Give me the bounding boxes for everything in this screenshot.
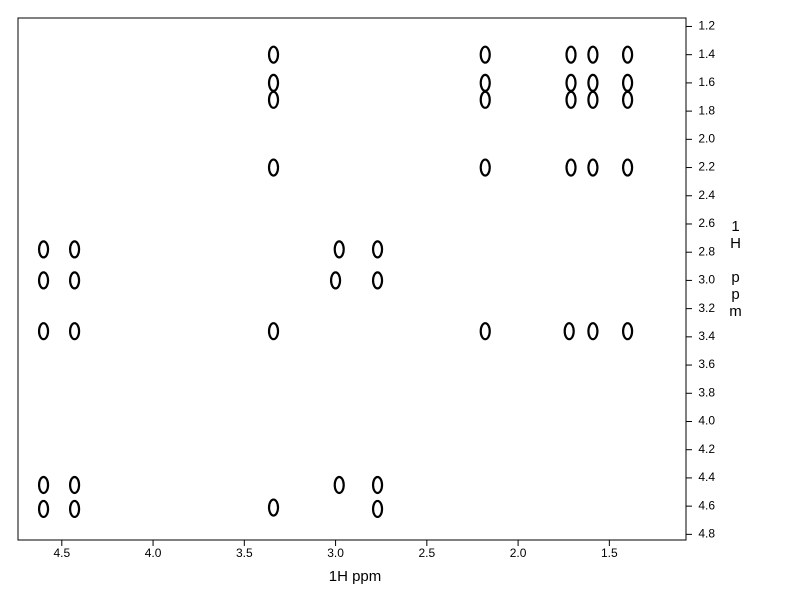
cross-peak — [371, 240, 384, 259]
cross-peak — [267, 322, 280, 341]
y-tick-label: 1.6 — [698, 75, 715, 89]
cross-peak — [333, 240, 345, 259]
y-tick-label: 3.0 — [698, 273, 715, 287]
cross-peak — [621, 45, 634, 64]
y-tick-label: 4.8 — [698, 527, 715, 541]
cross-peak — [621, 73, 634, 92]
cross-peak — [565, 90, 577, 109]
cross-peak — [333, 475, 345, 495]
cross-peak — [37, 271, 50, 290]
cross-peak — [68, 271, 81, 290]
y-axis-title: 1H ppm — [727, 218, 744, 320]
cross-peak — [479, 90, 491, 109]
cross-peak — [621, 322, 634, 341]
cross-peak — [587, 322, 599, 341]
y-tick-label: 4.6 — [698, 498, 715, 512]
cross-peak — [371, 499, 384, 519]
cross-peak — [587, 90, 599, 109]
cross-peak — [68, 499, 81, 519]
x-tick-label: 3.0 — [327, 546, 344, 560]
cross-peak — [267, 90, 280, 109]
cross-peak — [37, 499, 50, 519]
cross-peak — [479, 45, 491, 64]
y-tick-label: 2.8 — [698, 244, 715, 258]
y-tick-label: 3.2 — [698, 301, 715, 315]
cross-peak — [68, 240, 81, 259]
y-tick-label: 2.4 — [698, 188, 715, 202]
cross-peak — [621, 158, 634, 177]
x-tick-label: 3.5 — [236, 546, 253, 560]
x-tick-label: 4.0 — [145, 546, 162, 560]
y-tick-label: 4.2 — [698, 442, 715, 456]
x-axis-title: 1H ppm — [329, 568, 382, 585]
x-tick-label: 2.5 — [418, 546, 435, 560]
cross-peak — [37, 240, 50, 259]
y-tick-label: 4.0 — [698, 414, 715, 428]
cross-peak — [267, 158, 280, 177]
cross-peak — [565, 45, 577, 64]
cross-peak — [479, 73, 491, 92]
cross-peak — [37, 322, 50, 341]
cross-peak — [371, 271, 384, 290]
y-tick-label: 2.0 — [698, 132, 715, 146]
cross-peak — [479, 158, 491, 177]
y-tick-label: 3.8 — [698, 385, 715, 399]
x-tick-label: 1.5 — [601, 546, 618, 560]
cross-peak — [267, 498, 280, 517]
cross-peak — [371, 475, 384, 495]
x-tick-label: 4.5 — [53, 546, 70, 560]
cross-peak — [587, 73, 599, 92]
x-tick-label: 2.0 — [510, 546, 527, 560]
y-tick-label: 1.4 — [698, 47, 715, 61]
cross-peak — [329, 271, 342, 290]
cross-peak — [587, 158, 599, 177]
cross-peak — [565, 158, 577, 177]
y-tick-label: 3.6 — [698, 357, 715, 371]
cross-peak — [563, 322, 575, 341]
cross-peak — [68, 475, 81, 495]
cross-peak — [587, 45, 599, 64]
cross-peak — [37, 475, 50, 495]
cross-peak — [565, 73, 577, 92]
plot-frame — [17, 17, 687, 541]
y-tick-label: 4.4 — [698, 470, 715, 484]
y-tick-label: 2.6 — [698, 216, 715, 230]
cross-peak — [267, 73, 280, 92]
cross-peak — [68, 322, 81, 341]
cross-peak — [267, 45, 280, 64]
cross-peak — [621, 90, 634, 109]
y-tick-label: 1.2 — [698, 19, 715, 33]
cross-peak — [479, 322, 491, 341]
y-tick-label: 3.4 — [698, 329, 715, 343]
y-tick-label: 1.8 — [698, 103, 715, 117]
y-tick-label: 2.2 — [698, 160, 715, 174]
